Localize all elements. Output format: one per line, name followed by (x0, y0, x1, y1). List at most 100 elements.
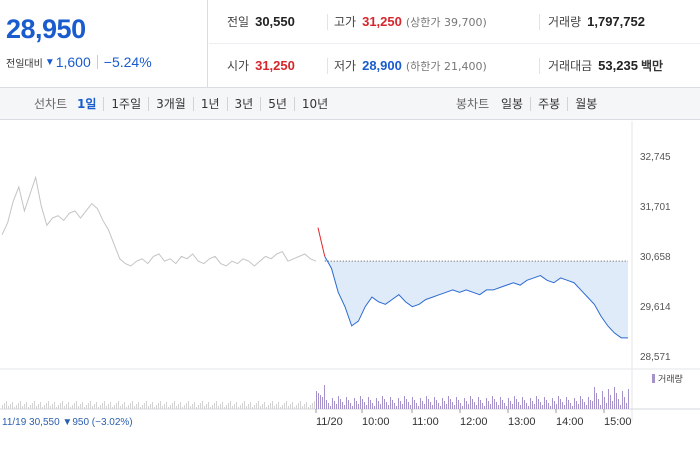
volume-bar (180, 402, 181, 409)
volume-bar (574, 398, 575, 409)
volume-bar (596, 393, 597, 409)
volume-bar (218, 406, 219, 409)
change-divider (96, 55, 98, 69)
tab-candle-0[interactable]: 일봉 (501, 97, 524, 111)
volume-bar (196, 407, 197, 409)
volume-bar (442, 398, 443, 409)
volume-bar (350, 403, 351, 409)
volume-bar (538, 399, 539, 409)
volume-bar (230, 401, 231, 409)
volume-bar (546, 400, 547, 409)
x-tick-label: 12:00 (460, 416, 488, 428)
volume-bar (74, 403, 75, 409)
volume-bar (256, 403, 257, 409)
tab-period-5[interactable]: 5년 (260, 97, 294, 111)
volume-bar (576, 401, 577, 409)
volume-bar (68, 402, 69, 409)
volume-bar (330, 406, 331, 409)
volume-bar (226, 405, 227, 409)
tab-period-0[interactable]: 1일 (77, 97, 97, 111)
volume-bar (100, 405, 101, 409)
volume-bar (512, 404, 513, 409)
volume-bar (402, 404, 403, 409)
volume-bar (214, 403, 215, 409)
volume-bar (294, 407, 295, 409)
volume-bar (232, 406, 233, 409)
volume-bar (628, 389, 629, 409)
volume-bar (16, 405, 17, 409)
volume-bar (312, 403, 313, 409)
volume-bar (210, 407, 211, 409)
volume-bar (544, 397, 545, 409)
tab-period-6[interactable]: 10년 (293, 97, 335, 111)
volume-bar (400, 401, 401, 409)
tab-period-1[interactable]: 1주일 (103, 97, 148, 111)
volume-bar (620, 405, 621, 409)
volume-bar (116, 403, 117, 409)
volume-bar (390, 397, 391, 409)
today-up-segment (317, 227, 326, 257)
volume-bar (570, 403, 571, 409)
stat-label: 거래량 (548, 15, 582, 29)
volume-bar (594, 387, 595, 409)
change-label: 전일대비 (6, 58, 43, 70)
tab-candle-1[interactable]: 주봉 (530, 97, 567, 111)
stats-row-1: 전일 30,550 고가 31,250 (상한가 39,700) 거래량 1,797,7… (209, 0, 700, 44)
volume-bar (118, 401, 119, 409)
volume-bar (446, 404, 447, 409)
volume-bar (204, 406, 205, 409)
volume-bar (622, 391, 623, 409)
volume-bar (102, 403, 103, 409)
volume-bar (86, 405, 87, 409)
volume-bar (98, 407, 99, 409)
volume-bar (572, 406, 573, 409)
volume-bar (108, 404, 109, 409)
volume-bar (624, 397, 625, 409)
volume-bar (172, 403, 173, 409)
volume-bar (352, 406, 353, 409)
tab-period-4[interactable]: 3년 (226, 97, 261, 111)
tab-candle-2[interactable]: 월봉 (567, 97, 604, 111)
x-tick-label: 14:00 (556, 416, 584, 428)
volume-bar (274, 406, 275, 409)
volume-bar (382, 396, 383, 409)
volume-bar (6, 401, 7, 409)
tab-period-2[interactable]: 3개월 (148, 97, 193, 111)
price-chart[interactable]: 32,745 31,701 30,658 29,614 28,571 거래량 11/19… (0, 121, 700, 450)
volume-bar (272, 401, 273, 409)
volume-bar (524, 400, 525, 409)
volume-bar (526, 403, 527, 409)
volume-bar (166, 402, 167, 409)
volume-bar (562, 402, 563, 409)
volume-bar (304, 404, 305, 409)
tab-period-3[interactable]: 1년 (192, 97, 227, 111)
volume-bar (200, 403, 201, 409)
volume-bar (34, 401, 35, 409)
quote-panel: 28,950 전일대비 ▼ 1,600 −5.24% 전일 30,550 고가 31… (0, 0, 700, 88)
volume-bar (242, 403, 243, 409)
volume-bar (178, 404, 179, 409)
volume-bar (236, 402, 237, 409)
volume-bar (404, 396, 405, 409)
volume-bar (486, 398, 487, 409)
volume-bar (124, 402, 125, 409)
volume-bar (130, 403, 131, 409)
volume-bar (84, 407, 85, 409)
volume-bar (158, 403, 159, 409)
y-tick-label: 29,614 (640, 302, 671, 313)
stat-extra: (하한가 21,400) (405, 60, 487, 73)
stats-row-2: 시가 31,250 저가 28,900 (하한가 21,400) 거래대금 53,235… (209, 44, 700, 88)
volume-bar (578, 404, 579, 409)
volume-bar (388, 405, 389, 409)
volume-bar (516, 399, 517, 409)
volume-bar (266, 407, 267, 409)
price-box: 28,950 전일대비 ▼ 1,600 −5.24% (0, 0, 208, 88)
volume-bar (50, 406, 51, 409)
volume-bar (184, 405, 185, 409)
volume-bar (120, 406, 121, 409)
change-percent: −5.24% (103, 54, 152, 70)
volume-bar (500, 397, 501, 409)
volume-bar (414, 400, 415, 409)
volume-bar (378, 401, 379, 409)
volume-bar (406, 399, 407, 409)
